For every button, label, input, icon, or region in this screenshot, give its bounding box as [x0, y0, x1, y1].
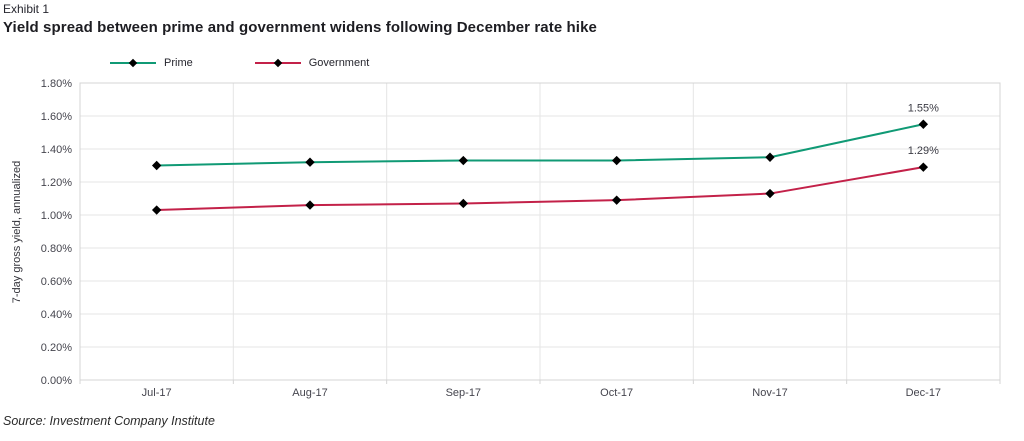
x-tick-label: Aug-17	[292, 387, 327, 399]
y-tick-label: 1.40%	[41, 144, 72, 156]
y-tick-label: 0.00%	[41, 375, 72, 387]
data-point-marker-government	[151, 205, 162, 215]
data-point-marker-prime	[611, 155, 622, 166]
exhibit-label: Exhibit 1	[3, 2, 50, 16]
data-point-marker-government	[458, 198, 469, 209]
legend-item-government: Government	[254, 57, 370, 69]
source-note: Source: Investment Company Institute	[3, 414, 215, 428]
x-tick-label: Nov-17	[752, 387, 787, 399]
y-tick-label: 0.40%	[41, 309, 72, 321]
x-tick-label: Dec-17	[906, 387, 941, 399]
series-line-prime	[156, 123, 924, 167]
y-tick-label: 0.60%	[41, 276, 72, 288]
y-tick-label: 1.20%	[41, 177, 72, 189]
point-value-label: 1.29%	[908, 145, 939, 157]
data-point-marker-prime	[458, 155, 469, 166]
government-line-swatch-icon	[254, 58, 301, 68]
x-tick-label: Sep-17	[446, 387, 481, 399]
prime-line-swatch-icon	[110, 58, 156, 68]
legend-label-prime: Prime	[164, 57, 193, 69]
data-point-marker-government	[611, 195, 622, 205]
y-tick-label: 0.80%	[41, 243, 72, 255]
chart-title: Yield spread between prime and governmen…	[3, 19, 597, 36]
chart-legend: Prime Government	[110, 56, 369, 70]
series-line-government	[156, 166, 924, 212]
data-point-marker-government	[765, 188, 775, 199]
y-tick-label: 1.60%	[41, 111, 72, 123]
data-point-marker-government	[305, 200, 315, 210]
plot-border	[79, 82, 1001, 381]
x-tick-label: Jul-17	[142, 387, 172, 399]
data-point-marker-prime	[151, 160, 162, 171]
y-tick-label: 1.80%	[41, 78, 72, 90]
data-point-marker-prime	[918, 119, 929, 129]
point-value-label: 1.55%	[908, 102, 939, 114]
x-tick-label: Oct-17	[600, 387, 633, 399]
data-point-marker-prime	[765, 152, 775, 162]
y-tick-label: 0.20%	[41, 342, 72, 354]
y-tick-label: 1.00%	[41, 210, 72, 222]
legend-item-prime: Prime	[110, 57, 193, 69]
data-point-marker-government	[918, 162, 929, 172]
legend-label-government: Government	[308, 57, 370, 69]
data-point-marker-prime	[305, 157, 315, 167]
